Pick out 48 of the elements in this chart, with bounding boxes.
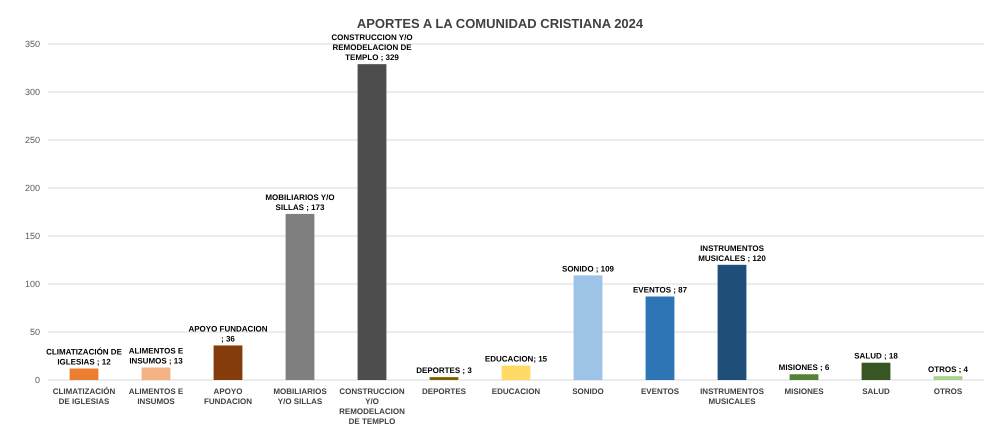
bar (142, 368, 170, 380)
bar (790, 374, 818, 380)
data-label: ALIMENTOS E INSUMOS ; 13 (128, 346, 184, 366)
x-tick-label: OTROS (934, 387, 963, 396)
x-tick-label: CLIMATIZACIÓN DE IGLESIAS (52, 386, 116, 406)
data-label: SONIDO ; 109 (562, 264, 615, 274)
x-tick-label: EVENTOS (640, 387, 680, 396)
x-tick-label: SALUD (862, 387, 890, 396)
data-label: EVENTOS ; 87 (632, 285, 688, 294)
x-tick-label: SONIDO (572, 387, 604, 396)
y-tick-label: 200 (24, 182, 40, 193)
data-label: MOBILIARIOS Y/O SILLAS ; 173 (265, 192, 335, 212)
data-label: CONSTRUCCION Y/O REMODELACION DE TEMPLO ; 329 (331, 33, 413, 62)
y-tick-label: 0 (34, 374, 40, 385)
y-tick-label: 250 (24, 134, 40, 145)
bar (502, 366, 530, 380)
data-label: INSTRUMENTOS MUSICALES ; 120 (698, 244, 766, 263)
y-tick-label: 300 (24, 86, 40, 97)
data-label: CLIMATIZACIÓN DE IGLESIAS ; 12 (46, 346, 123, 366)
y-tick-label: 150 (24, 230, 40, 241)
bar (862, 362, 890, 380)
bar (70, 368, 98, 380)
x-tick-label: MOBILIARIOS Y/O SILLAS (273, 387, 328, 406)
x-tick-label: APOYO FUNDACION (204, 387, 252, 406)
x-tick-label: EDUCACION (492, 387, 540, 396)
x-tick-label: MISIONES (784, 387, 824, 396)
chart-title: APORTES A LA COMUNIDAD CRISTIANA 2024 (356, 16, 644, 31)
bar (358, 64, 386, 380)
y-tick-label: 50 (30, 326, 40, 337)
data-label: OTROS ; 4 (928, 365, 969, 374)
bar (214, 345, 242, 380)
data-label: SALUD ; 18 (854, 352, 898, 361)
bar (646, 296, 674, 380)
x-tick-label: ALIMENTOS E INSUMOS (128, 387, 184, 406)
bar (286, 214, 314, 380)
data-label: APOYO FUNDACION ; 36 (188, 324, 268, 344)
bar (718, 264, 746, 380)
x-tick-label: INSTRUMENTOS MUSICALES (700, 387, 765, 406)
y-tick-label: 350 (24, 38, 40, 49)
bar (934, 376, 962, 380)
x-tick-label: DEPORTES (422, 387, 467, 396)
data-label: EDUCACION; 15 (484, 354, 548, 364)
data-label: DEPORTES ; 3 (416, 366, 472, 376)
bar (430, 377, 458, 380)
x-tick-label: CONSTRUCCION Y/O REMODELACION DE TEMPLO (339, 387, 406, 426)
y-tick-label: 100 (24, 278, 40, 289)
data-label: MISIONES ; 6 (778, 363, 830, 372)
bar (574, 275, 602, 380)
